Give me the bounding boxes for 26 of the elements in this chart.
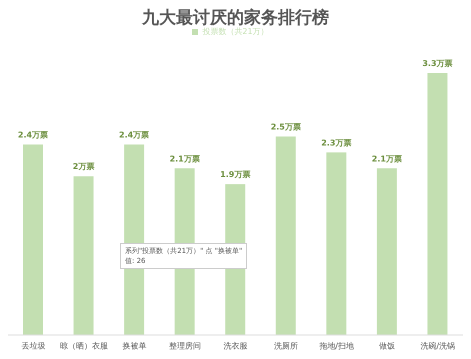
- legend-label: 投票数（共21万）: [202, 27, 269, 36]
- x-tick-label: 晾（晒）衣服: [60, 342, 108, 351]
- data-label: 2.5万票: [270, 122, 301, 132]
- data-label: 3.3万票: [422, 59, 453, 68]
- x-tick-label: 洗厕所: [274, 342, 298, 351]
- chart-title: 九大最讨厌的家务排行榜: [140, 7, 330, 28]
- x-tick-label: 洗碗/洗锅: [420, 342, 456, 351]
- data-label: 1.9万票: [220, 170, 250, 180]
- x-tick-label: 拖地/扫地: [318, 342, 354, 351]
- data-label: 2万票: [72, 162, 94, 172]
- x-tick-label: 丢垃圾: [21, 342, 46, 351]
- bar: [74, 176, 94, 335]
- x-tick-label: 做饭: [379, 342, 396, 351]
- data-label: 2.4万票: [18, 130, 48, 140]
- bar: [23, 144, 43, 335]
- data-label: 2.4万票: [119, 130, 150, 140]
- x-tick-label: 换被单: [122, 342, 146, 351]
- x-tick-label: 洗衣服: [224, 342, 248, 351]
- x-tick-label: 整理房间: [168, 342, 201, 351]
- data-label: 2.1万票: [372, 154, 402, 164]
- bar: [326, 152, 346, 335]
- bar: [376, 168, 397, 335]
- bar: [427, 73, 448, 335]
- data-label: 2.3万票: [321, 138, 352, 148]
- data-label: 2.1万票: [170, 154, 200, 164]
- bar: [276, 136, 296, 335]
